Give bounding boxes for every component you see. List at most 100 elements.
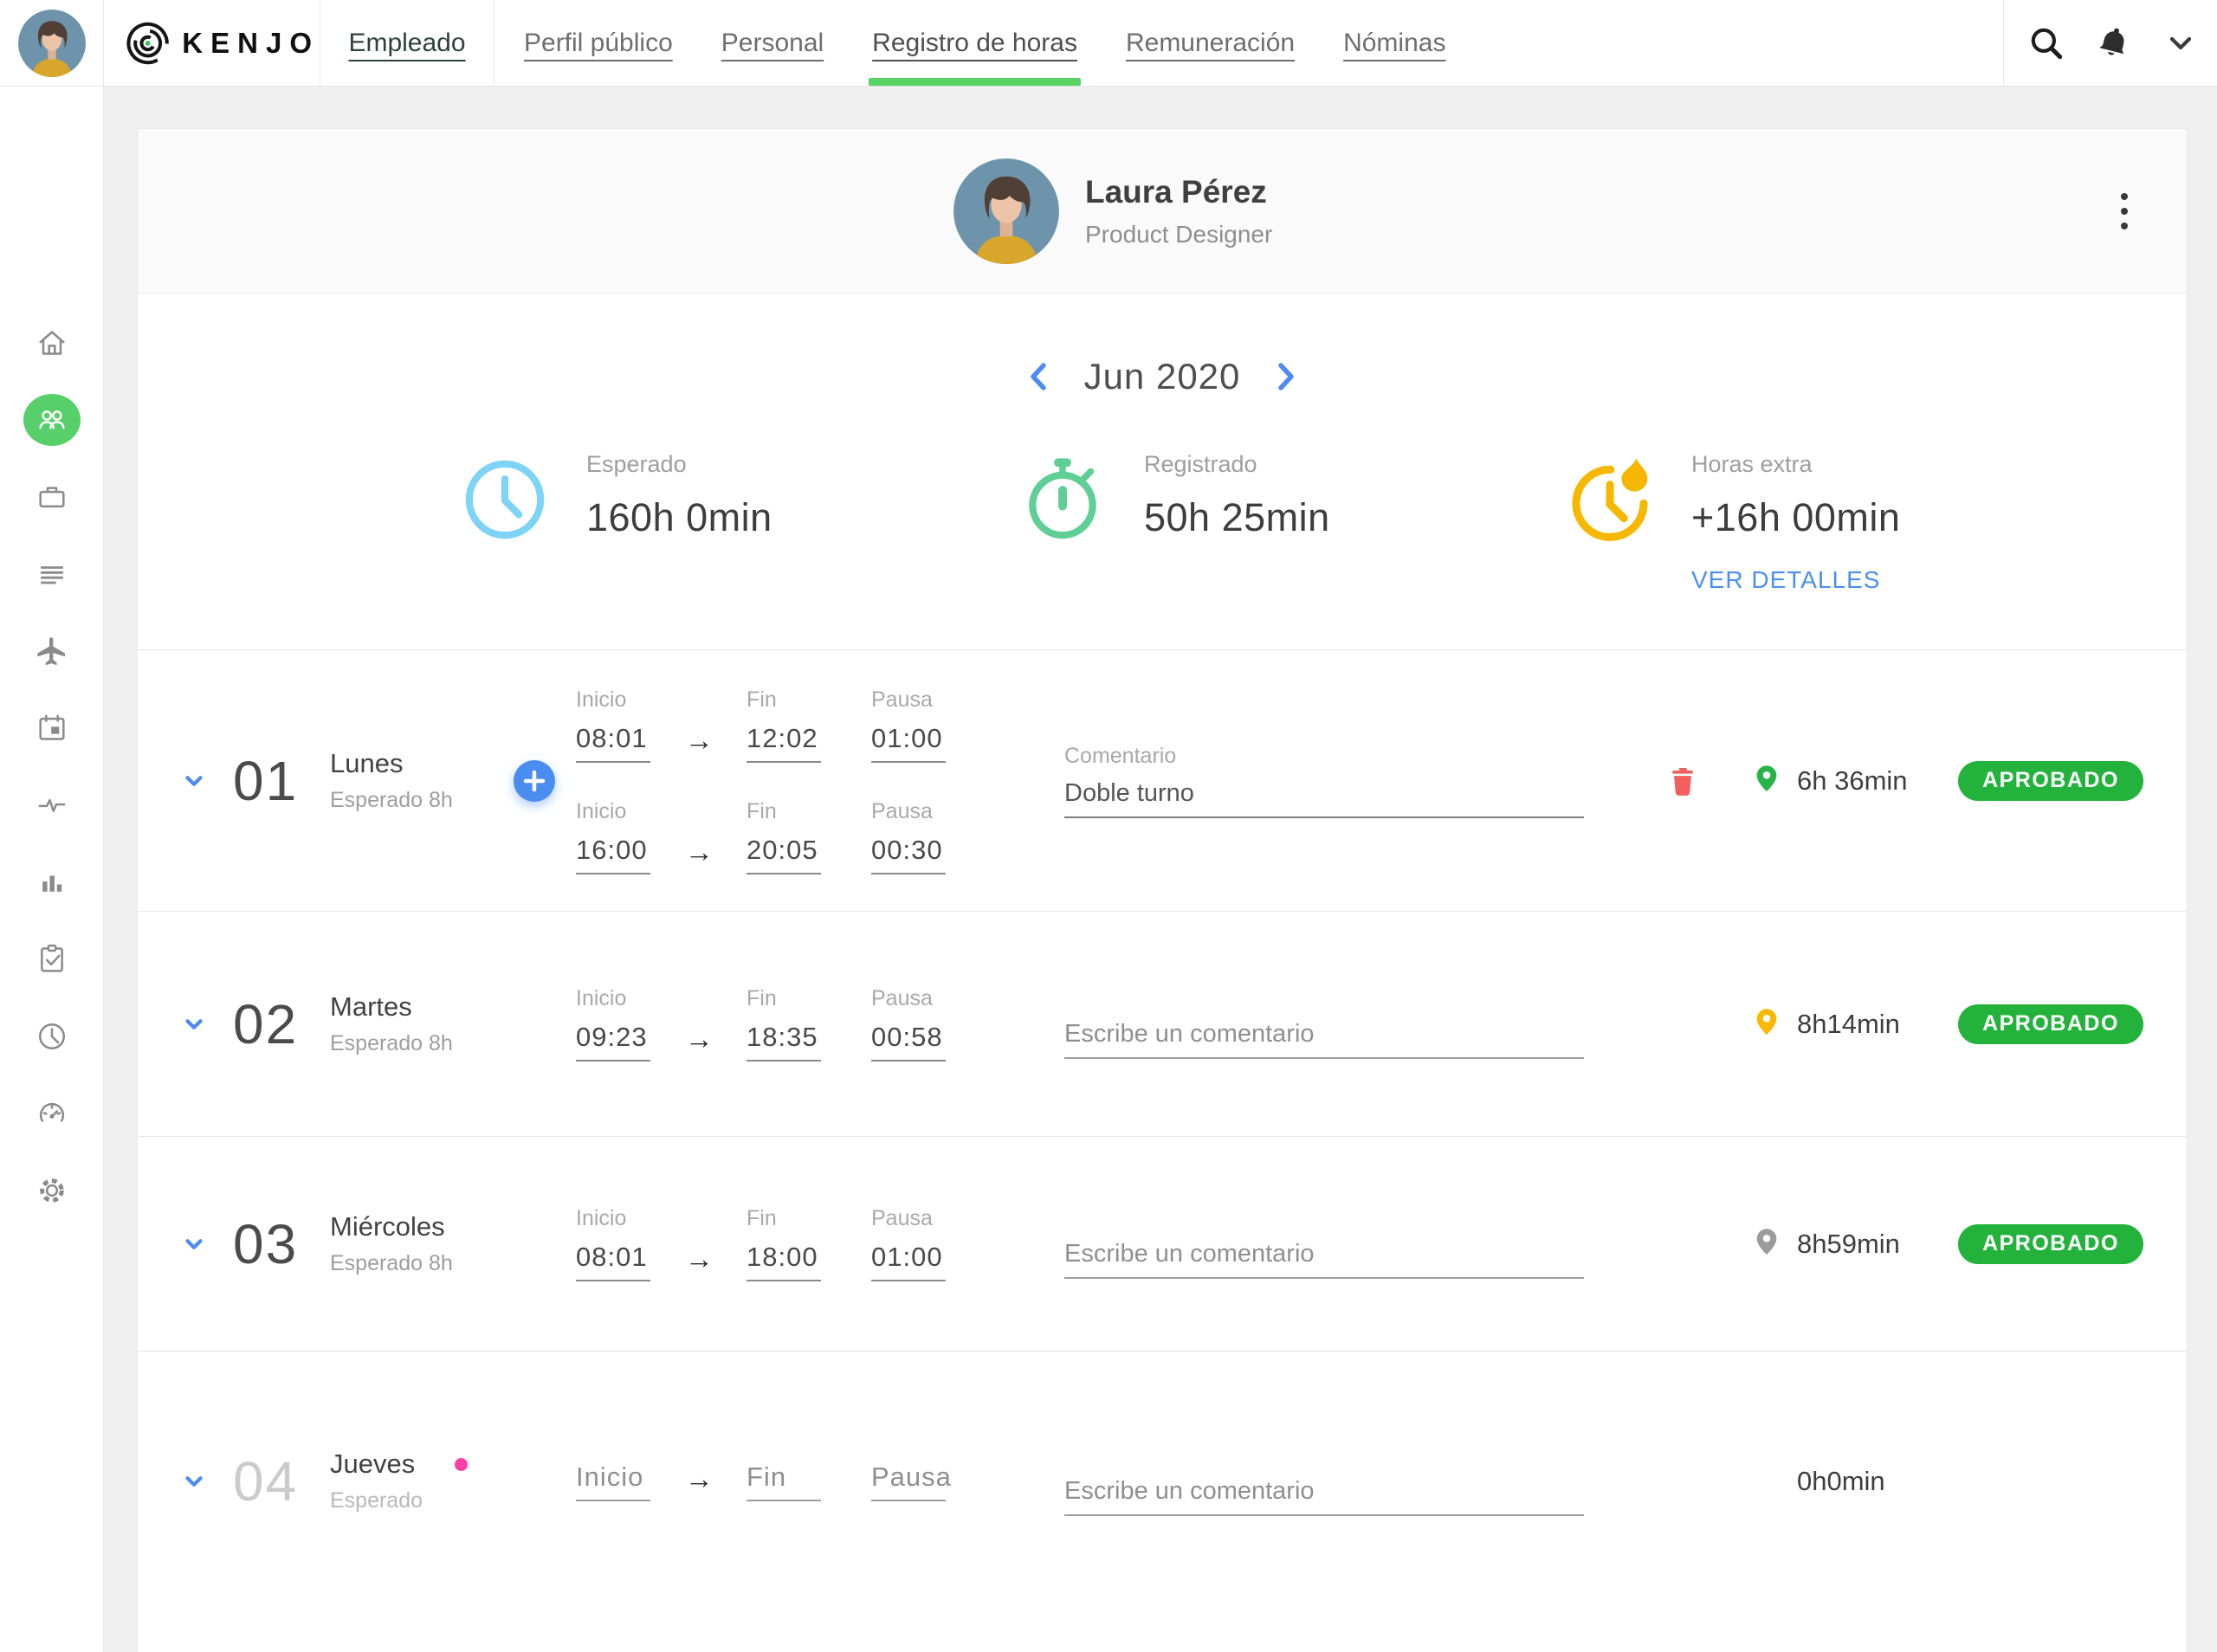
comment-input[interactable]: Doble turno xyxy=(1064,779,1584,818)
inicio-input[interactable]: 09:23 xyxy=(576,1022,650,1062)
fin-input[interactable]: 18:00 xyxy=(747,1242,821,1281)
employee-avatar xyxy=(953,158,1059,264)
field-label: Inicio xyxy=(576,798,627,823)
expand-day-button[interactable] xyxy=(181,768,210,794)
brand-logo[interactable]: KENJO xyxy=(104,0,320,86)
sidebar-item-recruitment[interactable] xyxy=(35,480,69,514)
avatar xyxy=(18,10,86,77)
tab-empleado[interactable]: Empleado xyxy=(320,0,494,86)
comment-field: Escribe un comentario xyxy=(1064,1020,1584,1059)
row-actions: 6h 36min APROBADO xyxy=(1665,760,2143,801)
month-label: Jun 2020 xyxy=(1083,356,1241,397)
gear-icon xyxy=(39,1178,64,1203)
field-label: Inicio xyxy=(576,986,627,1010)
user-avatar[interactable] xyxy=(0,0,104,86)
field-label: Fin xyxy=(747,1206,777,1230)
more-options-button[interactable] xyxy=(2114,186,2135,236)
sidebar-item-time[interactable] xyxy=(35,1019,69,1054)
comment-label: Comentario xyxy=(1064,743,1177,768)
bell-icon xyxy=(2099,28,2124,55)
comment-input[interactable]: Escribe un comentario xyxy=(1064,1477,1584,1516)
brand-name: KENJO xyxy=(182,26,320,59)
expand-day-button[interactable] xyxy=(181,1011,210,1037)
calendar-icon xyxy=(38,714,65,740)
inicio-input[interactable]: 08:01 xyxy=(576,1242,650,1281)
inicio-input[interactable]: Inicio xyxy=(576,1462,650,1501)
sidebar-item-performance[interactable] xyxy=(35,1096,69,1131)
account-menu-button[interactable] xyxy=(2162,24,2200,62)
day-number: 01 xyxy=(233,749,299,812)
location-slot xyxy=(1752,764,1783,797)
stat-value: 50h 25min xyxy=(1144,495,1330,539)
add-entry-button[interactable] xyxy=(514,759,555,802)
month-summary: Jun 2020 Esperado 160h 0min xyxy=(138,294,2187,649)
field-fin: Fin 18:35 xyxy=(747,986,821,1062)
field-inicio: Inicio 08:01 xyxy=(576,1206,650,1281)
sidebar-item-tasks[interactable] xyxy=(35,942,69,977)
field-label: Fin xyxy=(747,687,777,712)
fin-input[interactable]: 18:35 xyxy=(747,1022,821,1062)
chevron-down-icon xyxy=(185,1238,203,1249)
sidebar-item-settings[interactable] xyxy=(35,1173,69,1208)
day-expected: Esperado 8h xyxy=(330,788,453,812)
sidebar-item-calendar[interactable] xyxy=(35,711,69,745)
fin-input[interactable]: 20:05 xyxy=(747,835,821,874)
time-entry: Inicio 16:00 → Fin 20:05 Pausa 00:30 xyxy=(576,798,946,874)
next-month-button[interactable] xyxy=(1268,359,1302,394)
pausa-input[interactable]: Pausa xyxy=(871,1462,951,1501)
field-label: Pausa xyxy=(871,798,933,823)
previous-month-button[interactable] xyxy=(1022,359,1057,394)
clipboard-check-icon xyxy=(40,944,63,972)
sidebar-item-activity[interactable] xyxy=(35,788,69,823)
location-slot xyxy=(1752,1007,1783,1041)
expand-day-button[interactable] xyxy=(181,1231,210,1257)
tab-nominas[interactable]: Nóminas xyxy=(1343,28,1446,57)
sidebar-item-reports[interactable] xyxy=(35,865,69,900)
pausa-input[interactable]: 01:00 xyxy=(871,1242,946,1281)
field-fin: Fin xyxy=(747,1462,821,1501)
day-list: 01 Lunes Esperado 8h Inicio 08:01 → Fin 12:02 Pa… xyxy=(138,649,2187,1610)
inicio-input[interactable]: 16:00 xyxy=(576,835,650,874)
pausa-input[interactable]: 00:58 xyxy=(871,1022,946,1062)
tab-remuneracion[interactable]: Remuneración xyxy=(1125,28,1296,57)
sidebar-item-home[interactable] xyxy=(35,326,69,360)
location-pin xyxy=(1752,1227,1781,1261)
delete-slot xyxy=(1665,764,1705,798)
day-name: Jueves xyxy=(330,1449,514,1480)
comment-input[interactable]: Escribe un comentario xyxy=(1064,1240,1584,1279)
day-info: Miércoles Esperado 8h xyxy=(330,1211,514,1276)
pulse-icon xyxy=(38,798,65,812)
location-pin xyxy=(1752,1007,1781,1041)
comment-field: Escribe un comentario xyxy=(1064,1240,1584,1279)
status-dot-icon xyxy=(455,1457,469,1471)
field-pausa: Pausa xyxy=(871,1462,951,1501)
tab-personal[interactable]: Personal xyxy=(721,28,824,57)
clock-icon xyxy=(465,460,545,539)
tab-perfil-publico[interactable]: Perfil público xyxy=(524,28,673,57)
delete-entry-button[interactable] xyxy=(1665,764,1700,798)
ver-detalles-link[interactable]: VER DETALLES xyxy=(1691,566,1881,593)
sidebar-item-travel[interactable] xyxy=(35,634,69,668)
inicio-input[interactable]: 08:01 xyxy=(576,723,650,763)
sidebar-item-documents[interactable] xyxy=(35,557,69,591)
location-slot xyxy=(1752,1227,1783,1261)
trash-icon xyxy=(1672,767,1693,796)
tab-registro-de-horas[interactable]: Registro de horas xyxy=(869,0,1081,86)
pausa-input[interactable]: 00:30 xyxy=(871,835,946,874)
expand-day-button[interactable] xyxy=(181,1468,210,1494)
comment-input[interactable]: Escribe un comentario xyxy=(1064,1020,1584,1059)
chevron-left-icon xyxy=(1030,363,1046,390)
search-button[interactable] xyxy=(2026,23,2066,63)
search-icon xyxy=(2031,28,2063,59)
stopwatch-icon xyxy=(1029,458,1096,539)
field-pausa: Pausa 01:00 xyxy=(871,1206,946,1281)
fin-input[interactable]: Fin xyxy=(747,1462,821,1501)
notifications-button[interactable] xyxy=(2094,23,2134,63)
chevron-down-icon xyxy=(2169,36,2192,49)
pausa-input[interactable]: 01:00 xyxy=(871,723,946,763)
fin-input[interactable]: 12:02 xyxy=(747,723,821,763)
sidebar-item-employees[interactable] xyxy=(23,394,81,446)
time-entries: Inicio 08:01 → Fin 18:00 Pausa 01:00 xyxy=(576,1206,946,1281)
field-fin: Fin 18:00 xyxy=(747,1206,821,1281)
field-label: Pausa xyxy=(871,1206,933,1230)
